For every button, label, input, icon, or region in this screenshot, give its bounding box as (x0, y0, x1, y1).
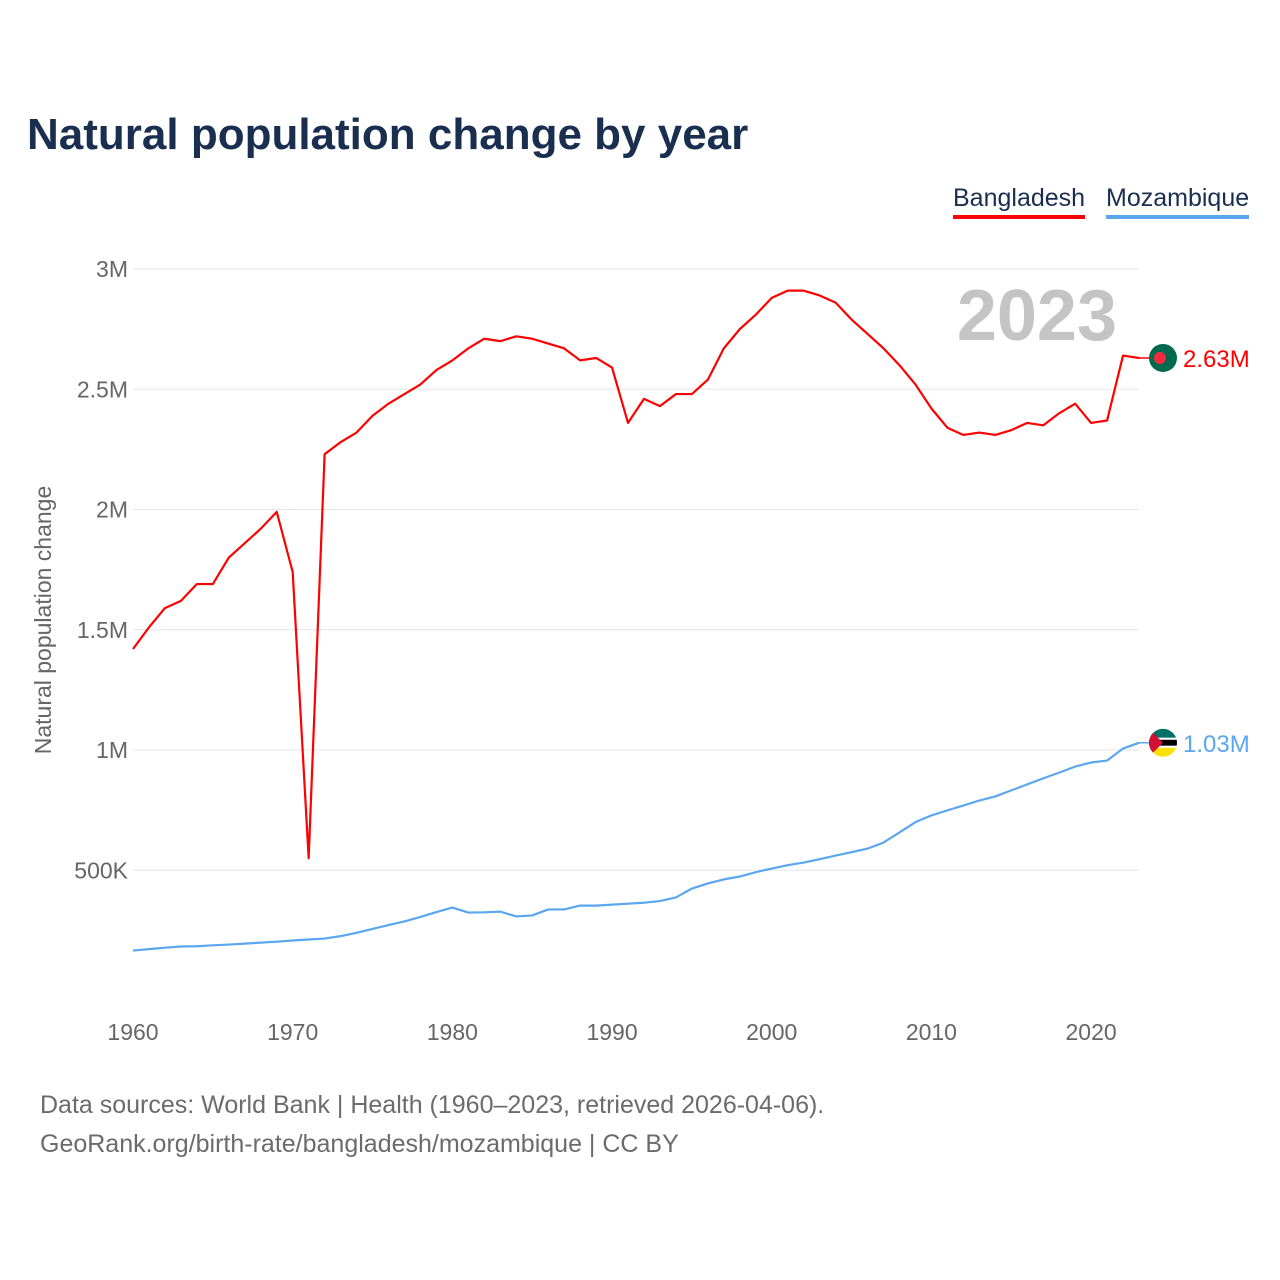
series-line-mozambique (132, 741, 1140, 952)
x-tick-label: 1990 (586, 1019, 637, 1045)
x-tick-label: 1980 (427, 1019, 478, 1045)
y-tick-label: 2.5M (77, 376, 128, 402)
legend-bangladesh[interactable]: Bangladesh (953, 184, 1086, 219)
footer: Data sources: World Bank | Health (1960–… (40, 1086, 824, 1164)
chart-title: Natural population change by year (27, 110, 749, 159)
series-line-bangladesh (132, 289, 1140, 860)
y-axis-label: Natural population change (30, 486, 56, 755)
source-url[interactable]: GeoRank.org/birth-rate/bangladesh/mozamb… (40, 1130, 679, 1158)
flag-stripe (1149, 737, 1177, 740)
flag-triangle (1149, 728, 1163, 757)
x-tick-label: 1960 (107, 1019, 158, 1045)
y-tick-label: 3M (96, 256, 128, 282)
x-tick-label: 2010 (906, 1019, 957, 1045)
flag-stripe (1149, 747, 1177, 757)
y-tick-label: 1.5M (77, 617, 128, 643)
x-tick-label: 1970 (267, 1019, 318, 1045)
flag-stripe (1149, 728, 1177, 738)
y-tick-label: 1M (96, 737, 128, 763)
legend-mozambique[interactable]: Mozambique (1106, 184, 1250, 219)
end-value-label: 1.03M (1183, 731, 1250, 758)
bangladesh-flag-disc (1154, 351, 1166, 364)
y-tick-label: 2M (96, 497, 128, 523)
x-tick-label: 2020 (1066, 1019, 1117, 1045)
y-tick-label: 500K (74, 857, 128, 883)
x-tick-label: 2000 (746, 1019, 797, 1045)
source-text: Data sources: World Bank | Health (1960–… (40, 1091, 825, 1119)
year-watermark: 2023 (957, 276, 1117, 356)
end-value-label: 2.63M (1183, 346, 1250, 373)
flag-stripe (1149, 745, 1177, 748)
mozambique-flag-icon (1149, 728, 1177, 757)
